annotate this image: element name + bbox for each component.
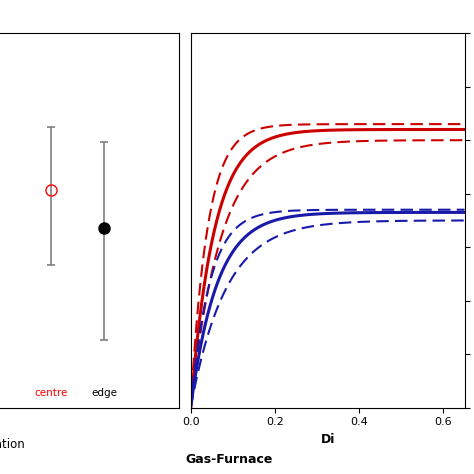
- Text: Location: Location: [0, 438, 26, 451]
- X-axis label: Di: Di: [320, 433, 335, 446]
- Text: edge: edge: [91, 388, 117, 398]
- Text: Gas-Furnace: Gas-Furnace: [186, 453, 273, 465]
- Text: centre: centre: [34, 388, 68, 398]
